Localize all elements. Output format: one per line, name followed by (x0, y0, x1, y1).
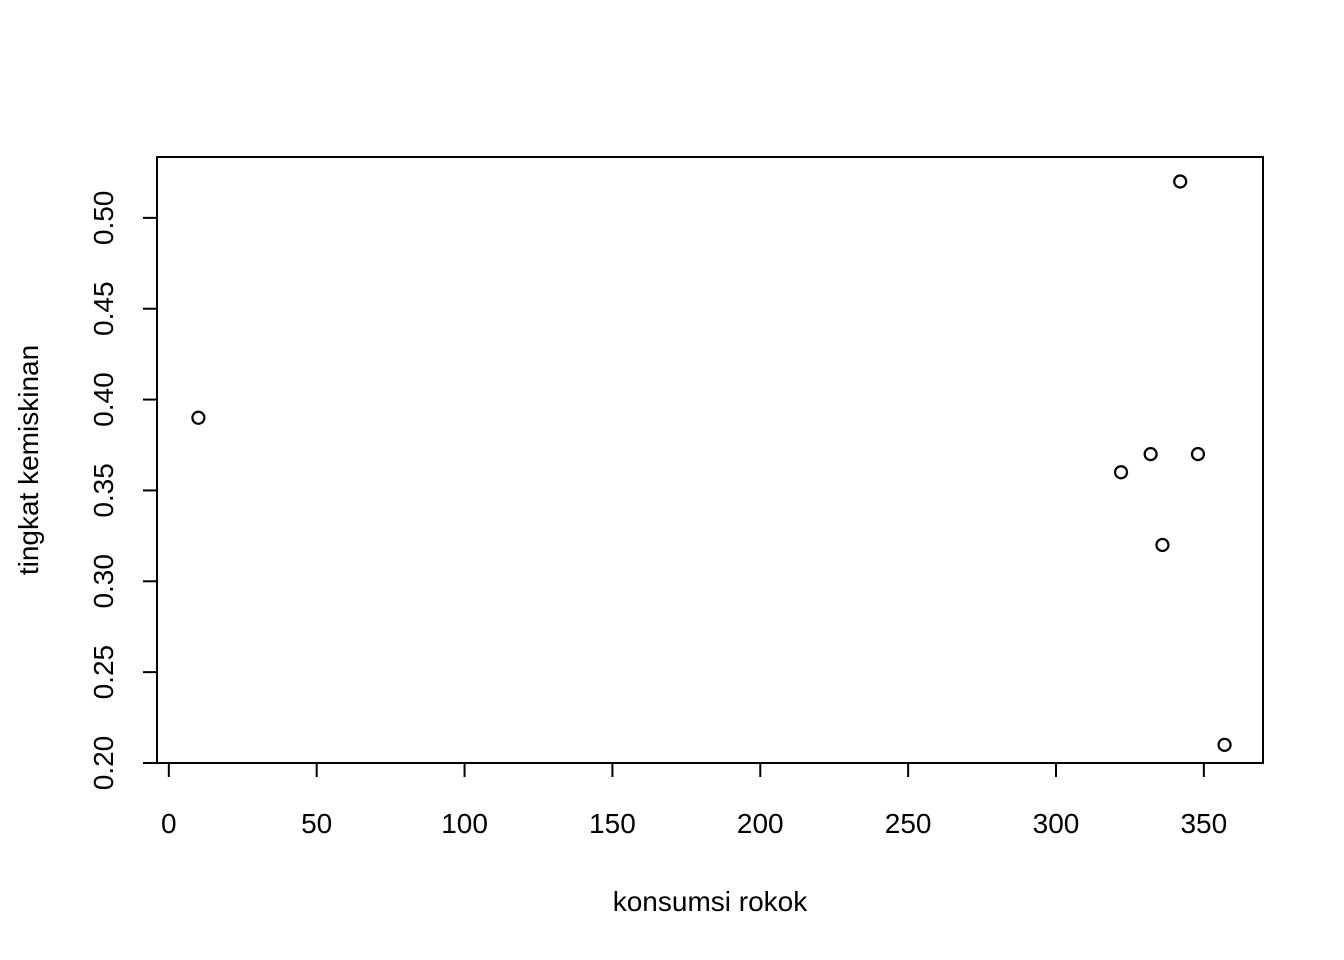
x-tick-label: 350 (1180, 808, 1227, 839)
data-point (1190, 446, 1206, 462)
y-tick-label: 0.45 (88, 281, 119, 336)
y-tick-label: 0.50 (88, 191, 119, 246)
y-tick-label: 0.35 (88, 463, 119, 518)
x-axis: 0 50 100 150 200 250 300 350 (161, 762, 1227, 839)
y-tick-label: 0.30 (88, 554, 119, 609)
data-point (1173, 174, 1188, 189)
x-tick-label: 150 (589, 808, 636, 839)
data-point (1113, 465, 1129, 480)
y-axis: 0.20 0.25 0.30 0.35 0.40 0.45 0.50 (88, 191, 158, 791)
y-axis-title: tingkat kemiskinan (13, 345, 44, 575)
y-tick-label: 0.25 (88, 645, 119, 700)
x-tick-label: 200 (737, 808, 784, 839)
data-point (1155, 537, 1170, 553)
data-point (191, 410, 206, 425)
data-point (1217, 737, 1232, 752)
x-axis-title: konsumsi rokok (613, 886, 809, 917)
x-tick-label: 0 (161, 808, 177, 839)
data-point (1143, 446, 1158, 462)
x-tick-label: 50 (301, 808, 332, 839)
plot-area-frame (156, 156, 1264, 764)
x-tick-label: 250 (885, 808, 932, 839)
y-tick-label: 0.40 (88, 372, 119, 427)
x-tick-label: 100 (441, 808, 488, 839)
x-tick-label: 300 (1033, 808, 1080, 839)
y-tick-label: 0.20 (88, 736, 119, 791)
data-points (191, 174, 1232, 752)
